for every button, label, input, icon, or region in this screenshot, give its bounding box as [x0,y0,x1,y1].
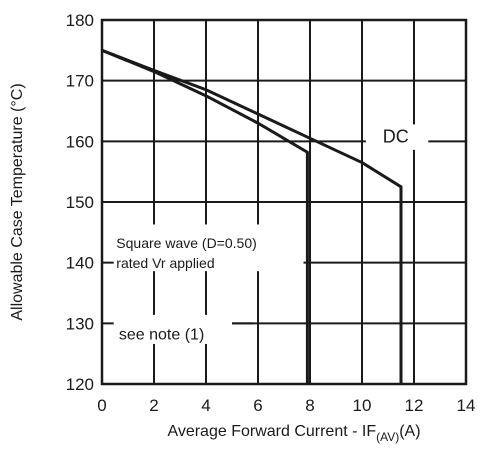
series-lines [101,48,403,384]
y-axis-title: Allowable Case Temperature (°C) [9,83,26,320]
x-tick-label: 0 [97,396,106,415]
x-axis-title-sub: (AV) [376,430,399,444]
x-tick-label: 14 [457,396,476,415]
dc-label-bg [365,124,429,150]
x-tick-label: 8 [305,396,314,415]
x-axis-title-main: Average Forward Current - IF [167,423,376,440]
y-tick-label: 120 [66,375,94,394]
x-axis-title-unit: (A) [399,423,420,440]
x-tick-label: 4 [201,396,210,415]
y-tick-label: 140 [66,254,94,273]
note-label-bg [113,313,232,344]
square-wave-label-bg [113,224,304,272]
x-tick-label: 2 [149,396,158,415]
y-tick-label: 150 [66,193,94,212]
plot-frame [100,18,468,386]
y-tick-label: 170 [66,72,94,91]
y-tick-label: 180 [66,11,94,30]
x-tick-label: 12 [405,396,424,415]
x-tick-label: 10 [353,396,372,415]
series-line-dc [101,48,403,384]
rated-vr-label: rated Vr applied [116,255,214,271]
annotation-dash-marks [153,285,259,347]
y-tick-labels: 120 130 140 150 160 170 180 [66,11,94,394]
dc-label: DC [383,127,409,147]
note-label: see note (1) [119,327,204,344]
x-axis-title: Average Forward Current - IF(AV)(A) [167,423,420,444]
square-wave-label: Square wave (D=0.50) [116,235,256,251]
x-tick-labels: 0 2 4 6 8 10 12 14 [97,396,475,415]
y-tick-label: 130 [66,314,94,333]
x-tick-label: 6 [253,396,262,415]
series-line-square-wave [101,48,309,384]
y-tick-label: 160 [66,132,94,151]
